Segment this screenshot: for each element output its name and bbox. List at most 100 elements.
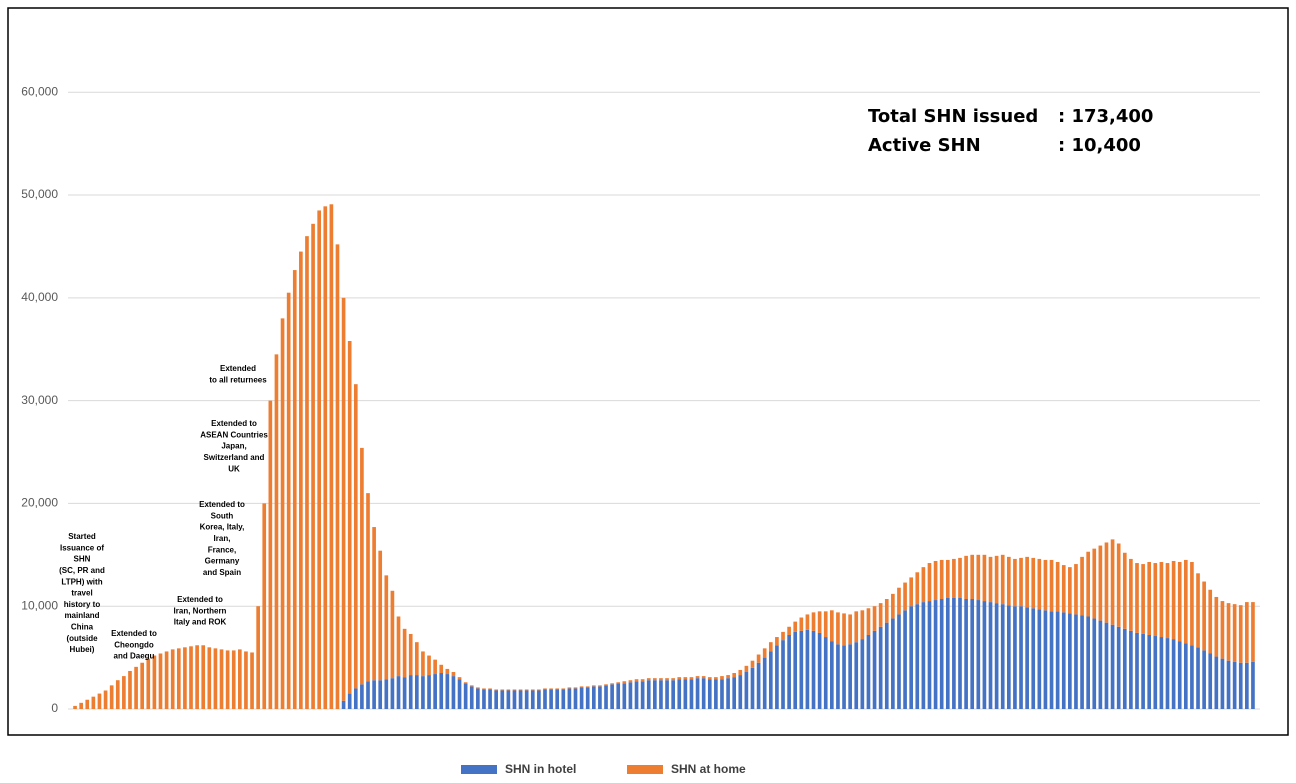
bar <box>817 632 822 709</box>
annotation: Extended to <box>199 500 245 509</box>
bar <box>787 634 791 709</box>
bar <box>280 318 285 709</box>
bar <box>836 644 840 709</box>
bar <box>1129 630 1133 709</box>
bar <box>915 572 920 605</box>
bar <box>494 689 498 691</box>
bar <box>1251 661 1255 709</box>
bar <box>1177 641 1182 709</box>
bar <box>1165 563 1170 639</box>
bar <box>396 676 401 709</box>
bar <box>463 682 468 684</box>
bar <box>952 558 956 598</box>
bar <box>378 680 383 709</box>
annotation: travel <box>71 589 92 598</box>
bar <box>1226 603 1231 661</box>
bar <box>634 679 639 682</box>
bar <box>933 560 938 601</box>
bar <box>671 680 675 709</box>
bar <box>1220 658 1225 709</box>
bar <box>353 688 358 709</box>
bar <box>988 556 993 603</box>
legend-label: SHN in hotel <box>505 762 576 776</box>
bar <box>1074 564 1078 615</box>
bar <box>567 687 572 689</box>
bar <box>860 610 865 640</box>
bar <box>1122 552 1127 629</box>
bar <box>768 651 773 709</box>
bar <box>1025 607 1029 709</box>
bar <box>292 270 297 709</box>
bar <box>1183 643 1188 709</box>
bar <box>427 655 431 676</box>
bar <box>140 662 145 709</box>
bar <box>646 678 651 681</box>
bar <box>366 493 370 682</box>
bar <box>176 648 181 709</box>
bar <box>793 631 798 709</box>
bar <box>848 614 852 645</box>
bar <box>329 204 334 709</box>
bar <box>976 600 981 709</box>
bar <box>518 690 523 709</box>
bar <box>1074 614 1078 709</box>
bar <box>1135 632 1139 709</box>
annotation: LTPH) with <box>61 577 102 586</box>
bar <box>573 687 578 689</box>
bar <box>433 659 437 675</box>
bar <box>549 689 553 709</box>
bar <box>579 686 584 688</box>
bar <box>726 678 730 709</box>
annotation: Switzerland and <box>204 453 265 462</box>
stat-label: Total SHN issued <box>868 106 1038 127</box>
bar <box>964 555 968 600</box>
bar <box>775 645 779 709</box>
bar <box>695 676 700 679</box>
bar <box>970 599 975 709</box>
bar <box>854 611 859 643</box>
annotation: to all returnees <box>209 375 267 384</box>
bar <box>927 601 932 709</box>
bar <box>164 651 169 709</box>
bar <box>414 675 419 709</box>
bar <box>549 688 553 690</box>
bar <box>555 689 560 709</box>
bar <box>732 677 737 709</box>
bar <box>1019 557 1023 607</box>
annotation: Germany <box>205 557 240 566</box>
bar <box>543 688 547 690</box>
bar <box>469 685 474 687</box>
bar <box>146 658 151 709</box>
annotation: Cheongdo <box>114 640 154 649</box>
bar <box>1208 589 1213 654</box>
bar <box>561 689 566 709</box>
bar <box>85 699 90 709</box>
bar <box>903 582 907 611</box>
bar <box>897 614 901 709</box>
bar <box>347 340 352 694</box>
bar <box>158 653 163 709</box>
annotation: Extended to <box>211 419 257 428</box>
bar <box>195 645 199 709</box>
bar <box>408 633 413 676</box>
bar <box>439 673 444 709</box>
bar <box>1251 602 1255 662</box>
bar <box>866 608 871 635</box>
bar <box>970 554 975 600</box>
bar <box>1171 639 1176 709</box>
bar <box>891 618 895 709</box>
bar <box>689 677 694 680</box>
bar <box>341 297 346 701</box>
bar <box>384 679 389 709</box>
bar <box>1006 556 1011 606</box>
bar <box>97 693 102 709</box>
bar <box>1135 563 1139 633</box>
bar <box>207 647 212 709</box>
bar <box>347 693 352 709</box>
bar <box>1196 647 1200 709</box>
bar <box>122 676 126 709</box>
bar <box>1183 559 1188 644</box>
bar <box>628 682 633 709</box>
bar <box>1110 539 1115 625</box>
